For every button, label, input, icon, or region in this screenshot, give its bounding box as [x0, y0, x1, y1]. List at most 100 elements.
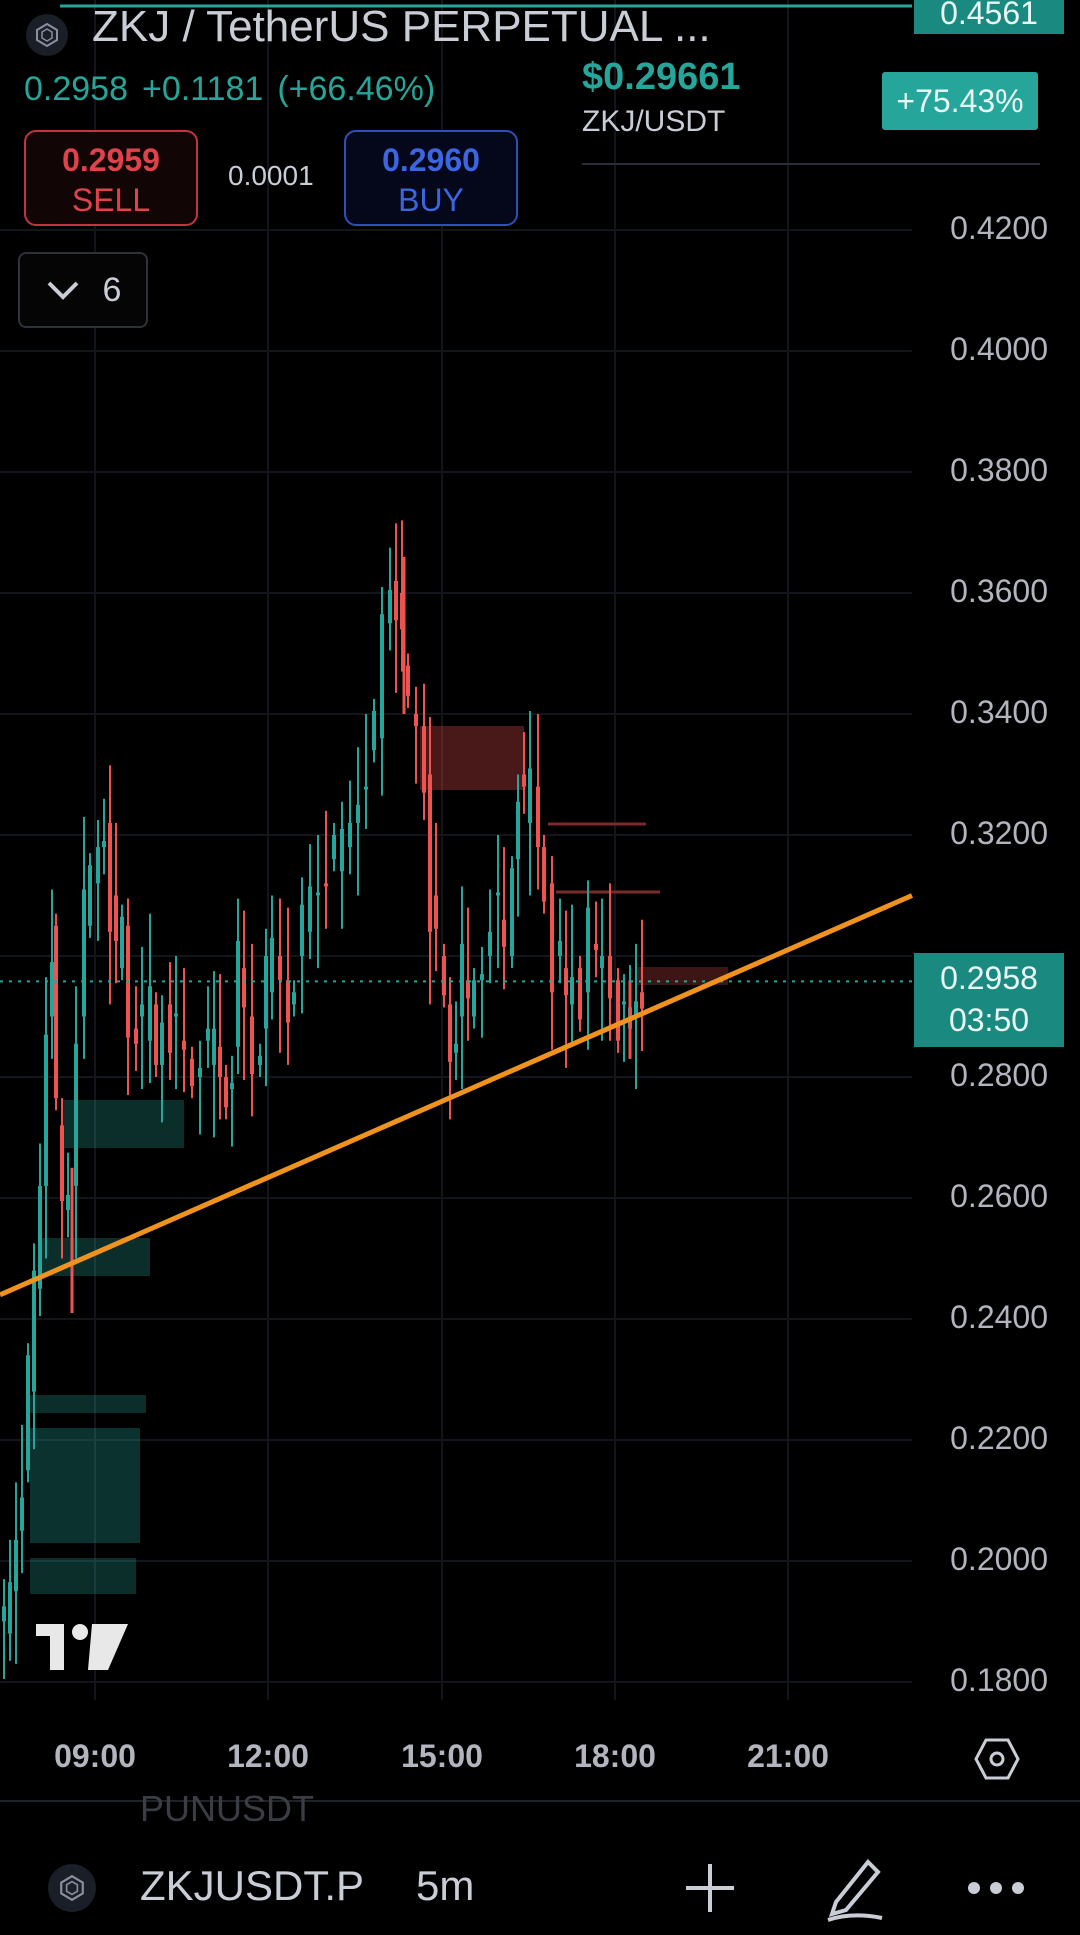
order-block-zone [30, 1428, 140, 1543]
order-block-zone [62, 1100, 184, 1148]
candle-body [236, 940, 240, 1047]
candle-body [356, 804, 360, 823]
candle-body [414, 714, 418, 727]
ticker-divider [582, 163, 1040, 165]
candle-body [578, 968, 582, 1020]
candle-body [496, 892, 500, 896]
candle-body [448, 1004, 452, 1062]
candle-body [640, 992, 644, 1009]
chevron-down-icon [47, 281, 78, 300]
candle-body [550, 883, 554, 993]
draw-icon[interactable] [822, 1852, 886, 1927]
candle-body [82, 889, 86, 1017]
candle-body [308, 886, 312, 932]
candle-body [154, 1004, 158, 1065]
interval-selector[interactable]: 5m [416, 1862, 475, 1909]
candle-body [20, 1497, 24, 1531]
candle-body [616, 980, 620, 1041]
more-icon[interactable] [966, 1880, 1026, 1901]
candle-body [558, 940, 562, 956]
candle-body [286, 980, 290, 1023]
candle-body [472, 980, 476, 1017]
price-tick-label: 0.4000 [950, 331, 1048, 367]
symbol-title[interactable]: ZKJ / TetherUS PERPETUAL ... [92, 2, 711, 51]
candle-body [206, 1028, 210, 1041]
candle-body [174, 1013, 178, 1017]
bottom-toolbar [0, 1800, 1080, 1935]
candle-body [466, 980, 470, 999]
price-tick-label: 0.3800 [950, 452, 1048, 488]
candle-body [54, 925, 58, 1099]
candle-body [348, 822, 352, 848]
candle-body [108, 822, 112, 932]
candle-body [608, 956, 612, 999]
spread-value: 0.0001 [228, 160, 314, 191]
price-tick-label: 0.3200 [950, 815, 1048, 851]
time-tick-label: 18:00 [574, 1738, 656, 1774]
order-block-zone [420, 726, 524, 790]
symbol-logo-icon[interactable] [48, 1864, 96, 1912]
settings-icon[interactable] [974, 1736, 1020, 1787]
candle-body [480, 974, 484, 981]
candle-body [510, 868, 514, 956]
price-tick-label: 0.2400 [950, 1299, 1048, 1335]
candle-body [224, 1077, 228, 1108]
price-change: +0.1181 [142, 70, 264, 108]
ticker-widget[interactable]: $0.29661 ZKJ/USDT [582, 56, 741, 139]
ticker-price: $0.29661 [582, 56, 741, 98]
candle-body [332, 835, 336, 860]
candle-body [218, 1046, 222, 1077]
candle-body [528, 768, 532, 823]
candle-body [60, 1125, 64, 1202]
candle-body [522, 774, 526, 787]
candle-body [516, 801, 520, 860]
price-tick-label: 0.2000 [950, 1541, 1048, 1577]
price-tick-label: 0.2200 [950, 1420, 1048, 1456]
candle-body [66, 1194, 70, 1211]
candle-body [114, 895, 118, 941]
indicators-count: 6 [102, 270, 122, 309]
candle-body [190, 1058, 194, 1087]
candle-body [8, 1582, 12, 1634]
candle-body [454, 1043, 458, 1053]
candle-body [44, 1034, 48, 1186]
candle-body [570, 977, 574, 1005]
candle-body [88, 865, 92, 926]
candle-body [74, 1043, 78, 1186]
buy-button[interactable]: 0.2960 BUY [344, 130, 518, 226]
price-tick-label: 0.2600 [950, 1178, 1048, 1214]
candle-body [340, 828, 344, 872]
candle-body [50, 962, 54, 1017]
candle-body [488, 931, 492, 956]
price-tick-label: 0.1800 [950, 1662, 1048, 1698]
buy-label: BUY [398, 182, 464, 218]
symbol-selector[interactable]: ZKJUSDT.P [140, 1862, 365, 1909]
trendline [0, 893, 914, 1298]
symbol-icon [26, 14, 68, 56]
candle-body [428, 774, 432, 932]
candle-body [38, 1185, 42, 1289]
candle-body [120, 916, 124, 969]
candle-body [542, 847, 546, 902]
price-change-line: 0.2958 +0.1181 (+66.46%) [24, 70, 449, 109]
candle-body [140, 1004, 144, 1017]
candle-body [160, 1022, 164, 1065]
candle-body [400, 593, 404, 630]
candle-body [406, 665, 410, 696]
candle-body [622, 1001, 626, 1005]
candle-body [258, 1055, 262, 1065]
tradingview-logo-icon[interactable] [36, 1622, 128, 1677]
order-block-zone [30, 1558, 136, 1594]
candle-body [300, 904, 304, 956]
buy-price: 0.2960 [382, 142, 480, 178]
current-price: 0.2958 [940, 960, 1038, 996]
add-icon[interactable] [684, 1862, 736, 1919]
top-price-tag: 0.4561 [914, 0, 1064, 34]
indicators-toggle-button[interactable]: 6 [18, 252, 148, 328]
sell-button[interactable]: 0.2959 SELL [24, 130, 198, 226]
bar-countdown: 03:50 [948, 1002, 1030, 1038]
candle-body [242, 968, 246, 1008]
candle-body [32, 1270, 36, 1392]
price-tick-label: 0.4200 [950, 210, 1048, 246]
